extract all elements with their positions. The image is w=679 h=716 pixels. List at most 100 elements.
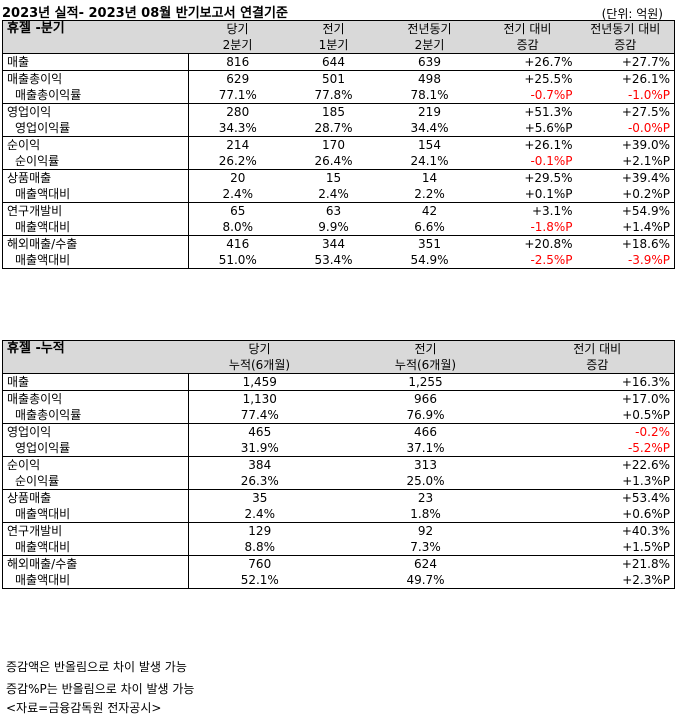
value-cell: 7.3%	[410, 540, 441, 554]
header-row: 휴젤 -누적 당기 전기 전기 대비	[2, 340, 675, 357]
column-header: 전기 대비	[478, 20, 577, 37]
value-cell: 644	[286, 53, 381, 71]
value-cell: 25.0%	[406, 474, 445, 488]
value-cell: 78.1%	[410, 88, 449, 102]
value-cell: 2.2%	[414, 187, 445, 201]
table-row: 매출액대비 51.0% 53.4% 54.9% -2.5%P -3.9%P	[3, 252, 675, 269]
column-header: 2분기	[380, 37, 479, 54]
row-label: 매출총이익률	[15, 408, 82, 422]
value-cell: 1,459	[188, 373, 331, 391]
value-cell: +2.1%P	[622, 154, 670, 168]
value-cell: +3.1%	[478, 202, 577, 219]
value-cell: +53.4%	[520, 489, 675, 506]
value-cell: +1.5%P	[622, 540, 670, 554]
column-header: 당기	[188, 20, 287, 37]
value-cell: 54.9%	[410, 253, 449, 267]
value-cell: 498	[380, 70, 479, 87]
table-row: 매출액대비 52.1% 49.7% +2.3%P	[3, 572, 675, 589]
value-cell: +0.2%P	[622, 187, 670, 201]
value-cell: +26.7%	[478, 53, 577, 71]
row-label: 순이익	[2, 136, 189, 153]
row-label: 해외매출/수출	[2, 555, 189, 572]
value-cell: +1.3%P	[622, 474, 670, 488]
value-cell: -0.0%P	[627, 121, 670, 135]
row-label: 상품매출	[2, 169, 189, 186]
value-cell: 465	[188, 423, 331, 440]
value-cell: 8.8%	[188, 539, 331, 556]
table-row: 영업이익률 31.9% 37.1% -5.2%P	[3, 440, 675, 457]
row-label: 상품매출	[2, 489, 189, 506]
value-cell: +2.3%P	[622, 573, 670, 587]
value-cell: -0.2%	[520, 423, 675, 440]
value-cell: +0.1%P	[524, 187, 573, 201]
row-label: 영업이익률	[15, 441, 71, 455]
value-cell: +51.3%	[478, 103, 577, 120]
column-header: 누적(6개월)	[330, 357, 521, 374]
header-row: 2분기 1분기 2분기 증감 증감	[2, 37, 675, 54]
table-row: 매출총이익률 77.1% 77.8% 78.1% -0.7%P -1.0%P	[3, 87, 675, 104]
value-cell: 92	[330, 522, 521, 539]
value-cell: 8.0%	[188, 219, 287, 236]
header-blank	[2, 357, 189, 374]
row-label: 매출액대비	[15, 253, 71, 267]
value-cell: 53.4%	[314, 253, 353, 267]
column-header: 누적(6개월)	[188, 357, 331, 374]
value-cell: +29.5%	[478, 169, 577, 186]
value-cell: -1.0%P	[627, 88, 670, 102]
value-cell: -3.9%P	[627, 253, 670, 267]
table-row: 영업이익 280 185 219 +51.3% +27.5%	[2, 103, 675, 120]
value-cell: 24.1%	[410, 154, 449, 168]
value-cell: 26.3%	[188, 473, 331, 490]
table-row: 매출 1,459 1,255 +16.3%	[2, 373, 675, 391]
value-cell: +40.3%	[520, 522, 675, 539]
table-row: 순이익률 26.3% 25.0% +1.3%P	[3, 473, 675, 490]
value-cell: 966	[330, 390, 521, 407]
value-cell: 2.4%	[188, 506, 331, 523]
table-row: 상품매출 20 15 14 +29.5% +39.4%	[2, 169, 675, 186]
footnote: 증감액은 반올림으로 차이 발생 가능	[6, 660, 187, 674]
table-section-title: 휴젤 -분기	[2, 20, 189, 37]
value-cell: 760	[188, 555, 331, 572]
value-cell: +17.0%	[520, 390, 675, 407]
value-cell: +26.1%	[576, 70, 675, 87]
value-cell: +5.6%P	[524, 121, 573, 135]
value-cell: -0.7%P	[530, 88, 573, 102]
value-cell: 280	[188, 103, 287, 120]
value-cell: +21.8%	[520, 555, 675, 572]
row-label: 매출액대비	[15, 540, 71, 554]
value-cell: 15	[286, 169, 381, 186]
value-cell: 77.8%	[314, 88, 353, 102]
column-header: 증감	[576, 37, 675, 54]
footnote: 증감%P는 반올림으로 차이 발생 가능	[6, 682, 195, 696]
report-header: 2023년 실적- 2023년 08월 반기보고서 연결기준 (단위: 억원)	[0, 0, 679, 21]
row-label: 매출총이익	[2, 70, 189, 87]
column-header: 증감	[478, 37, 577, 54]
row-label: 매출액대비	[15, 187, 71, 201]
value-cell: 219	[380, 103, 479, 120]
row-label: 순이익률	[15, 154, 60, 168]
value-cell: 2.4%	[318, 187, 349, 201]
table-row: 매출액대비 8.0% 9.9% 6.6% -1.8%P +1.4%P	[3, 219, 675, 236]
table-row: 매출총이익 1,130 966 +17.0%	[2, 390, 675, 407]
value-cell: 185	[286, 103, 381, 120]
value-cell: -5.2%P	[627, 441, 670, 455]
value-cell: 23	[330, 489, 521, 506]
column-header: 전기	[330, 340, 521, 357]
value-cell: +22.6%	[520, 456, 675, 473]
value-cell: +16.3%	[520, 373, 675, 391]
value-cell: +0.5%P	[622, 408, 670, 422]
value-cell: +0.6%P	[622, 507, 670, 521]
header-row: 휴젤 -분기 당기 전기 전년동기 전기 대비 전년동기 대비	[2, 20, 675, 37]
table-row: 영업이익 465 466 -0.2%	[2, 423, 675, 440]
table-row: 순이익률 26.2% 26.4% 24.1% -0.1%P +2.1%P	[3, 153, 675, 170]
value-cell: 1,255	[330, 373, 521, 391]
value-cell: 129	[188, 522, 331, 539]
row-label: 매출액대비	[15, 220, 71, 234]
column-header: 전기	[286, 20, 381, 37]
value-cell: +39.0%	[576, 136, 675, 153]
value-cell: 9.9%	[318, 220, 349, 234]
value-cell: +54.9%	[576, 202, 675, 219]
value-cell: +18.6%	[576, 235, 675, 252]
column-header: 2분기	[188, 37, 287, 54]
